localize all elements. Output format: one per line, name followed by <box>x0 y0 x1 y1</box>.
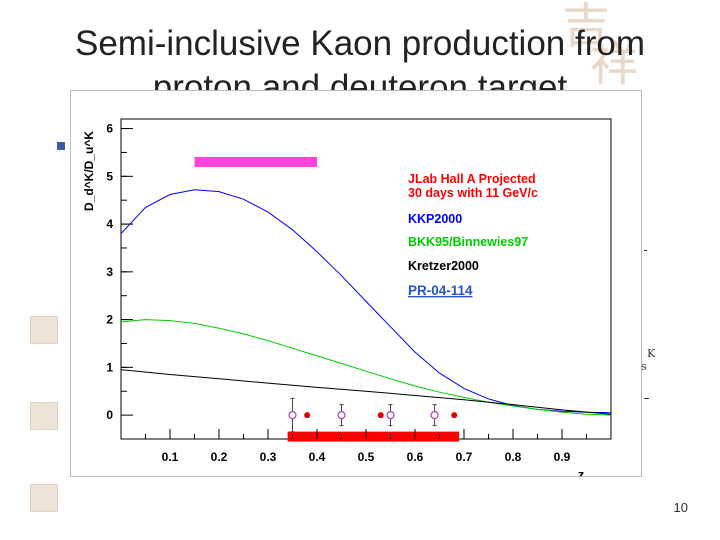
x-tick-label: 0.9 <box>554 450 571 464</box>
occluded-text-fragment: s <box>641 360 647 373</box>
series-line-kkp2000 <box>120 189 612 414</box>
legend-entry: KKP2000 <box>408 212 462 226</box>
x-tick-label: 0.4 <box>309 450 326 464</box>
y-tick-label: 2 <box>106 313 113 327</box>
series-line-bkk95-binnewies97 <box>120 319 612 416</box>
decorative-tile <box>30 316 58 344</box>
decorative-glyph: 祥 <box>590 36 639 92</box>
x-tick-label: 0.2 <box>211 450 228 464</box>
x-tick-label: 0.7 <box>456 450 473 464</box>
data-point-open <box>337 411 346 420</box>
legend-entry: Kretzer2000 <box>408 259 479 273</box>
decorative-tile <box>30 484 58 512</box>
y-tick-label: 5 <box>106 169 113 183</box>
kaon-ratio-chart: 0.1 0.2 0.3 0.4 0.5 0.6 0.7 0.8 0.9 0 1 2 3 4 5 6 z D_d^… <box>82 118 612 476</box>
projected-band-magenta <box>194 156 317 167</box>
y-axis-label: D_d^K/D_u^K <box>82 131 96 211</box>
decorative-tile <box>30 402 58 430</box>
x-tick-label: 0.8 <box>505 450 522 464</box>
occluded-line-fragment <box>644 398 649 399</box>
data-point-filled <box>451 412 458 419</box>
legend-entry: BKK95/Binnewies97 <box>408 235 528 249</box>
decorative-glyph: 吉 <box>562 0 611 54</box>
occluded-text-fragment: K <box>647 347 656 360</box>
bullet-marker <box>57 142 65 150</box>
x-tick-label: 0.5 <box>358 450 375 464</box>
proposal-link: PR-04-114 <box>408 283 473 298</box>
page-number: 10 <box>673 500 688 515</box>
x-axis-label: z <box>578 467 585 476</box>
data-point-open <box>288 411 297 420</box>
occluded-line-fragment <box>644 250 647 251</box>
y-tick-label: 6 <box>106 122 113 136</box>
data-point-filled <box>377 412 384 419</box>
data-point-open <box>386 411 395 420</box>
x-tick-label: 0.1 <box>162 450 179 464</box>
y-tick-label: 1 <box>106 360 113 374</box>
data-point-filled <box>304 412 311 419</box>
chart-panel: 0.1 0.2 0.3 0.4 0.5 0.6 0.7 0.8 0.9 0 1 2 3 4 5 6 z D_d^… <box>70 90 642 477</box>
legend-entry: JLab Hall A Projected <box>408 172 536 186</box>
data-point-open <box>430 411 439 420</box>
decorative-calligraphy: 吉 祥 <box>562 2 638 88</box>
y-tick-label: 4 <box>106 217 113 231</box>
projected-band-red <box>287 431 460 442</box>
series-line-kretzer2000 <box>120 369 612 415</box>
x-tick-label: 0.6 <box>407 450 424 464</box>
legend-entry: 30 days with 11 GeV/c <box>408 186 538 200</box>
y-tick-label: 0 <box>106 408 113 422</box>
x-tick-label: 0.3 <box>260 450 277 464</box>
y-tick-label: 3 <box>106 265 113 279</box>
